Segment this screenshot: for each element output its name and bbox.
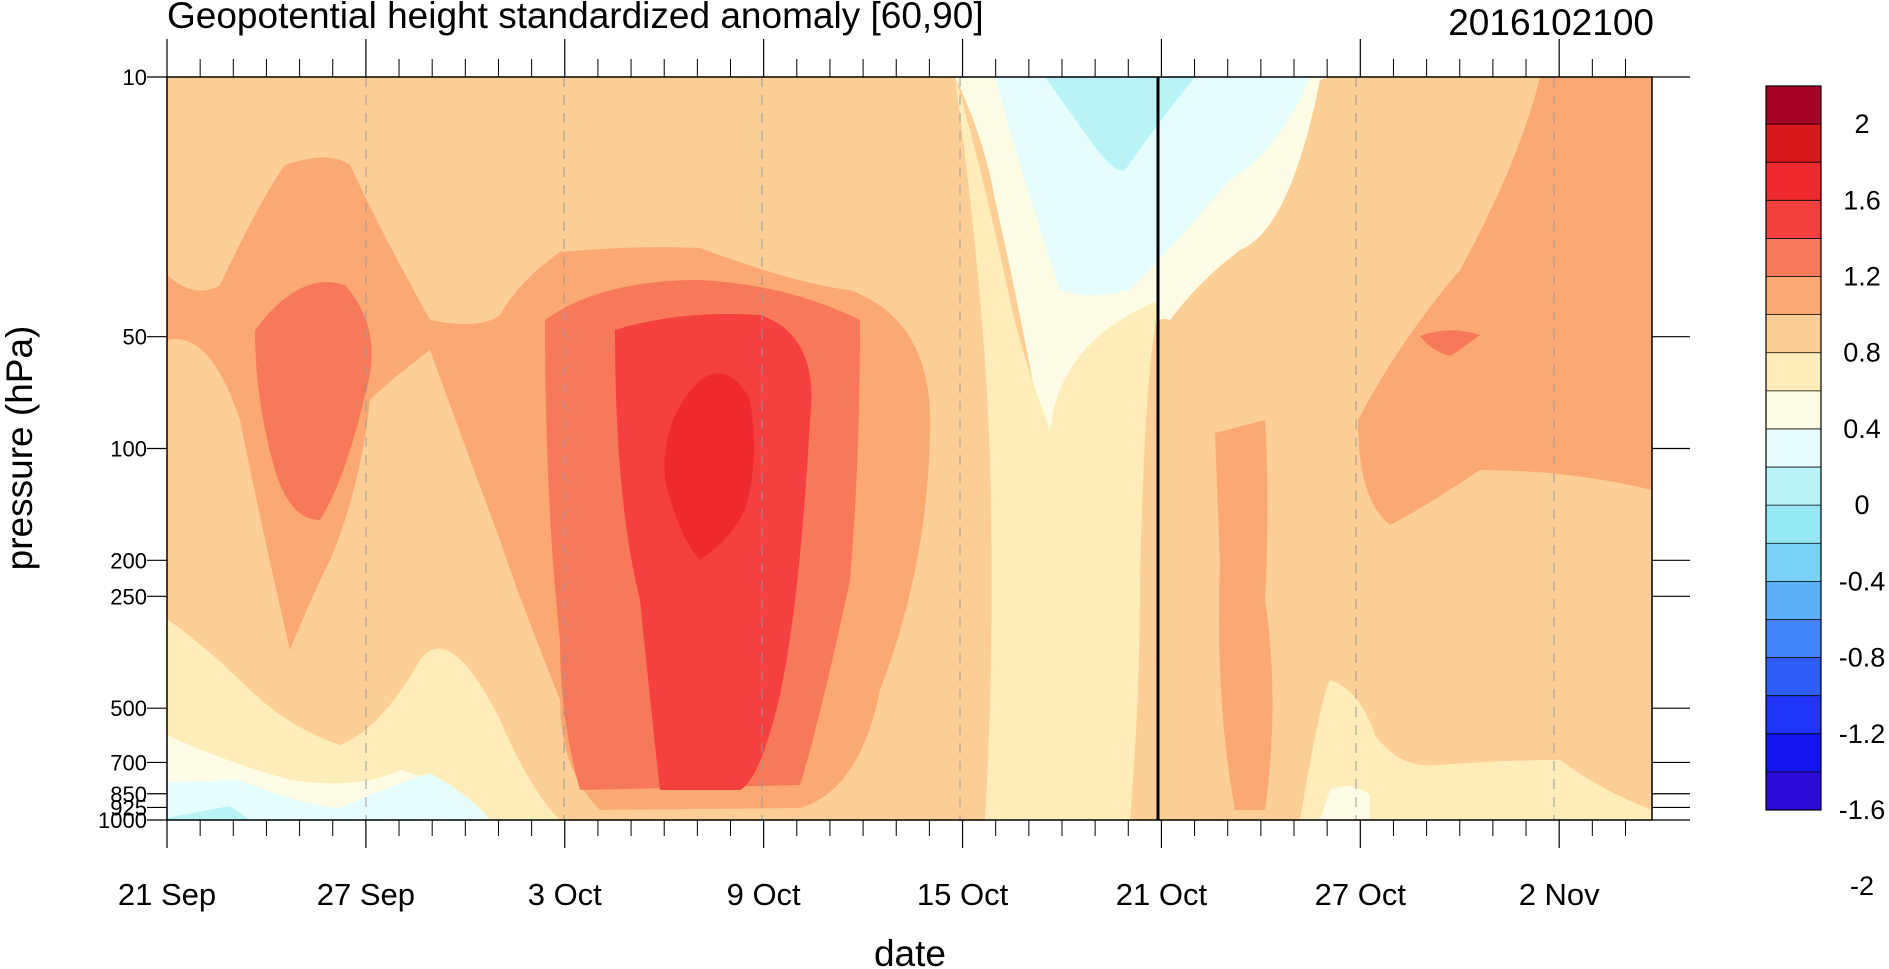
colorbar-swatch (1766, 314, 1821, 354)
colorbar-label: 1.2 (1843, 262, 1881, 292)
colorbar-swatch (1766, 428, 1821, 468)
colorbar-swatch (1766, 467, 1821, 506)
y-tick-label: 10 (123, 65, 147, 90)
colorbar-swatch (1766, 733, 1821, 773)
y-tick-label: 700 (110, 750, 147, 775)
contour-fill-positive-low-left (167, 619, 560, 820)
y-tick-label: 1000 (98, 808, 147, 833)
minor-ticks (199, 59, 1626, 836)
colorbar-label: -2 (1850, 871, 1874, 901)
run-label: 2016102100 (1448, 2, 1654, 43)
colorbar-swatch (1766, 390, 1821, 430)
x-axis: 21 Sep 27 Sep 3 Oct 9 Oct 15 Oct 21 Oct 27 Oct… (118, 39, 1600, 912)
x-tick-label: 21 Oct (1116, 877, 1208, 912)
colorbar-swatch (1766, 276, 1821, 316)
contour-fill-negative2-low-left (167, 806, 250, 820)
colorbar-swatch (1766, 695, 1821, 735)
colorbar-label: 0.4 (1843, 414, 1881, 444)
contour-fill-positive-low-right (1300, 680, 1652, 820)
x-tick-label: 27 Oct (1315, 877, 1407, 912)
x-tick-label: 27 Sep (317, 877, 415, 912)
x-tick-label: 9 Oct (727, 877, 801, 912)
colorbar-label: 0 (1854, 490, 1869, 520)
y-tick-label: 200 (110, 548, 147, 573)
colorbar-frame (1765, 85, 1822, 811)
x-tick-label: 3 Oct (528, 877, 602, 912)
y-tick-label: 500 (110, 696, 147, 721)
x-tick-label: 21 Sep (118, 877, 216, 912)
colorbar-swatch (1766, 238, 1821, 278)
y-tick-label: 50 (123, 325, 147, 350)
y-tick-label: 925 (110, 795, 147, 820)
contour-field (167, 77, 1652, 820)
contour-fill-top-left (167, 77, 760, 190)
y-tick-label: 250 (110, 584, 147, 609)
colorbar-swatch (1766, 505, 1821, 544)
colorbar-label: -1.6 (1839, 795, 1886, 825)
contour-fill-neutral-low-right (1320, 786, 1370, 820)
x-axis-label: date (874, 933, 946, 969)
colorbar-swatch (1766, 124, 1821, 163)
colorbar-label: -0.8 (1839, 643, 1886, 673)
colorbar-swatch (1766, 200, 1821, 239)
contour-fill-negative-mid (995, 77, 1310, 295)
colorbar-swatch (1766, 657, 1821, 697)
contour-fill-1.2-right (1420, 330, 1480, 356)
colorbar-swatch (1766, 581, 1821, 620)
colorbar-swatch (1766, 543, 1821, 582)
colorbar-swatch (1766, 619, 1821, 659)
y-tick-label: 100 (110, 437, 147, 462)
date-guides (365, 77, 1555, 820)
x-tick-label: 2 Nov (1519, 877, 1600, 912)
contour-fill-1.2-left (255, 282, 372, 520)
colorbar-label: 2 (1854, 109, 1869, 139)
colorbar-label: 1.6 (1843, 185, 1881, 215)
contour-fill-0.8-right-strip (1215, 420, 1273, 810)
colorbar-label: -1.2 (1839, 719, 1886, 749)
colorbar-swatch (1766, 86, 1821, 125)
colorbar-label: -0.4 (1839, 566, 1886, 596)
x-tick-label: 15 Oct (917, 877, 1009, 912)
contour-fill-positive-center-column (955, 77, 1160, 820)
colorbar-swatch (1766, 162, 1821, 201)
y-tick-label: 850 (110, 782, 147, 807)
chart-title: Geopotential height standardized anomaly… (167, 0, 984, 36)
contour-fill-0.8-right (1358, 77, 1652, 525)
contour-fill-negative-low-left (167, 773, 490, 820)
colorbar: 2 1.6 1.2 0.8 0.4 0 -0.4 -0.8 -1.2 -1.6 -2 (1765, 85, 1886, 901)
colorbar-swatch (1766, 352, 1821, 392)
y-axis-label: pressure (hPa) (0, 326, 40, 571)
colorbar-label: 0.8 (1843, 338, 1881, 368)
colorbar-swatch (1766, 771, 1821, 811)
contour-fill-2.0-core (664, 373, 754, 560)
